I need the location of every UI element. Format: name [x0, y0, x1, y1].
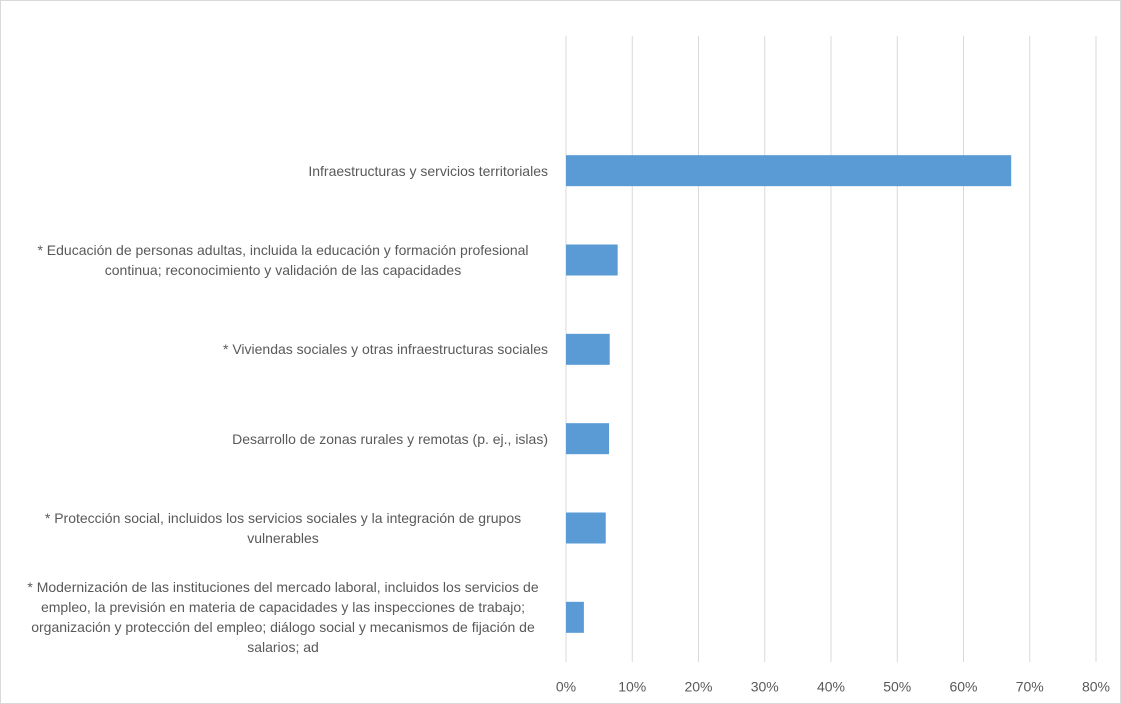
x-tick-label: 80% [1082, 679, 1110, 695]
y-tick-label: * Protección social, incluidos los servi… [44, 510, 522, 546]
x-tick-label: 10% [618, 679, 646, 695]
category-label-box: Desarrollo de zonas rurales y remotas (p… [18, 429, 548, 449]
x-tick-label: 50% [883, 679, 911, 695]
category-label-box: * Protección social, incluidos los servi… [18, 508, 548, 548]
category-label-box: Infraestructuras y servicios territorial… [18, 161, 548, 181]
bar [566, 244, 618, 276]
y-tick-label: * Educación de personas adultas, incluid… [37, 242, 529, 278]
bar [566, 155, 1012, 187]
category-label-box: * Viviendas sociales y otras infraestruc… [18, 339, 548, 359]
x-tick-label: 20% [684, 679, 712, 695]
y-tick-label: * Viviendas sociales y otras infraestruc… [222, 341, 548, 358]
y-tick-label: * Modernización de las instituciones del… [27, 579, 539, 656]
x-tick-label: 30% [751, 679, 779, 695]
y-tick-label: Desarrollo de zonas rurales y remotas (p… [232, 430, 548, 447]
bar [566, 333, 610, 365]
bar [566, 512, 606, 544]
y-tick-label: Infraestructuras y servicios territorial… [308, 162, 548, 179]
x-tick-label: 60% [949, 679, 977, 695]
category-label-box: * Modernización de las instituciones del… [18, 577, 548, 657]
bar [566, 601, 584, 633]
category-label-box: * Educación de personas adultas, incluid… [18, 240, 548, 280]
x-tick-label: 0% [556, 679, 576, 695]
x-tick-label: 40% [817, 679, 845, 695]
x-tick-label: 70% [1016, 679, 1044, 695]
bar [566, 423, 610, 455]
